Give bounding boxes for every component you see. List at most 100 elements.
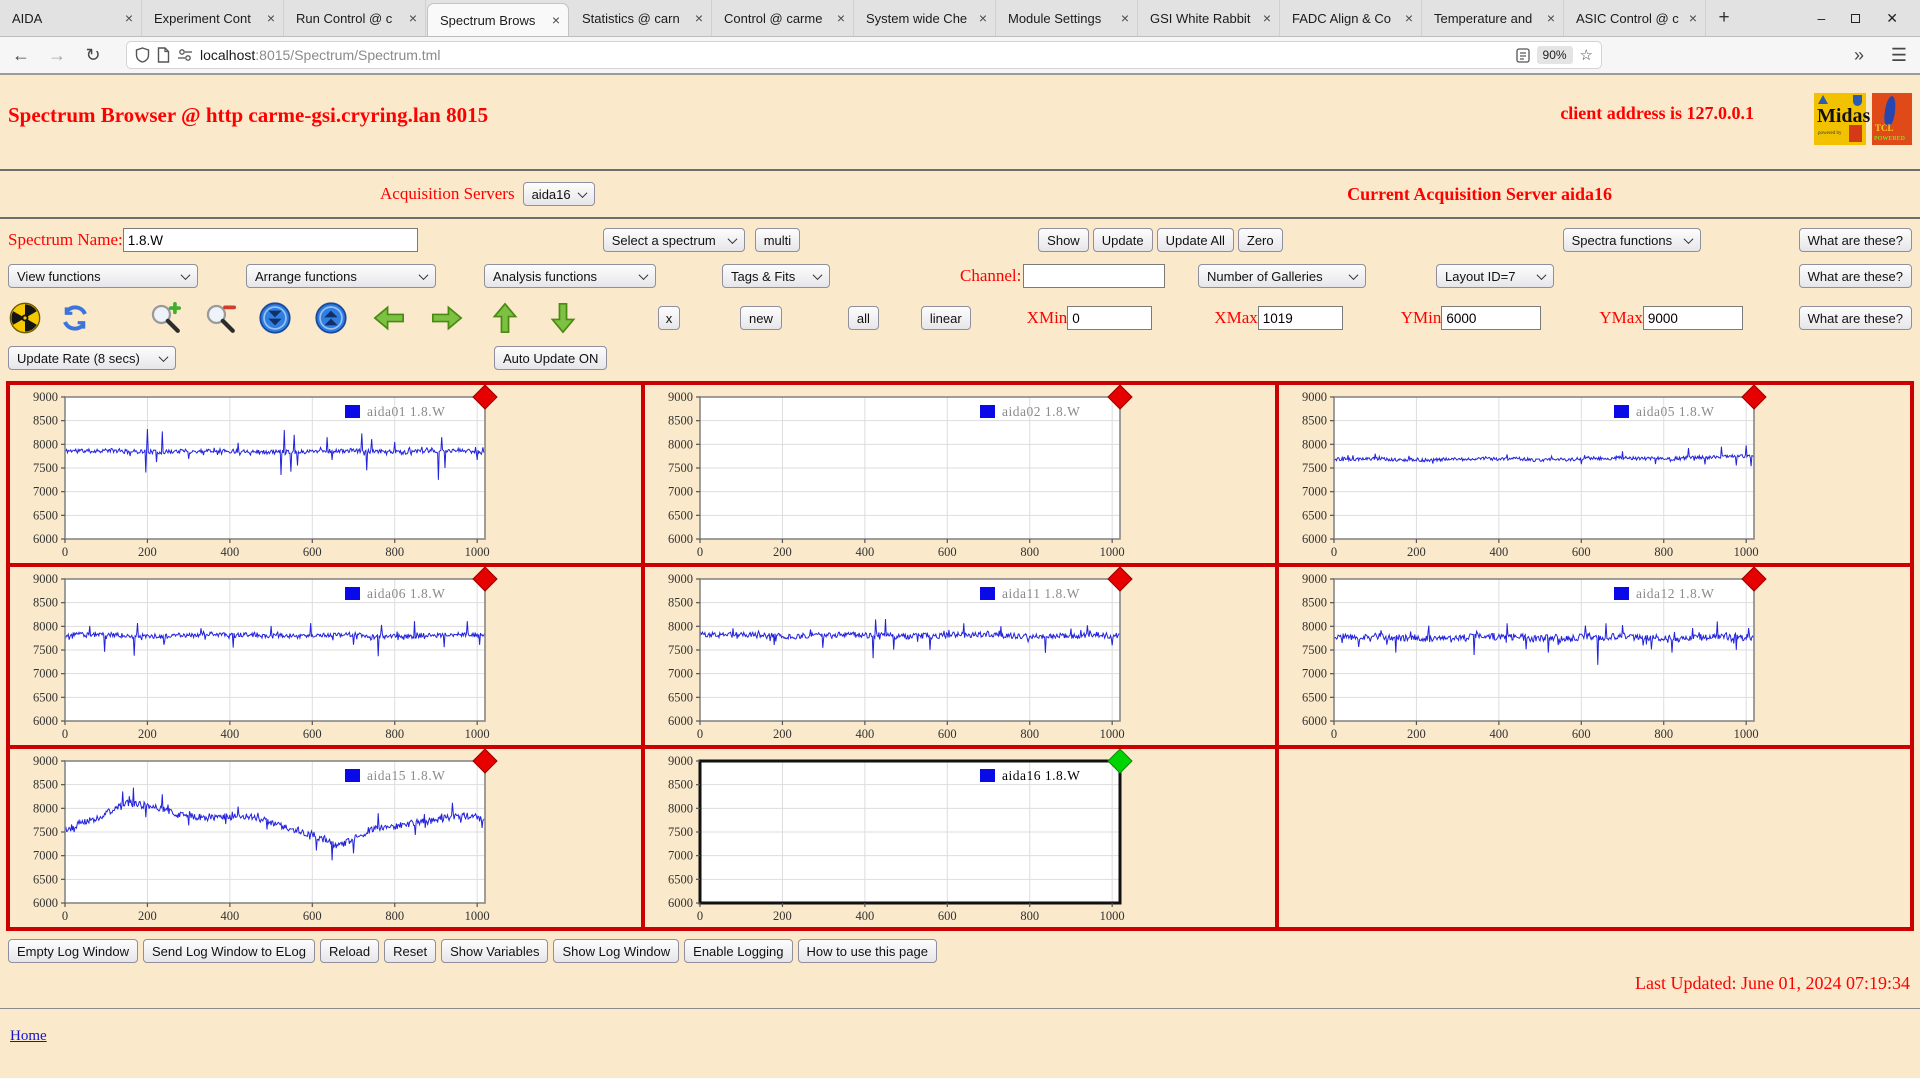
tab-temperature-and[interactable]: Temperature and × (1422, 0, 1564, 36)
gallery-cell-aida11[interactable]: 0 200 400 600 800 1000 6000 6500 7000 7500 8000 850… (642, 565, 1278, 747)
tab-asic-control-c[interactable]: ASIC Control @ c × (1564, 0, 1706, 36)
footer-empty-log-window-button[interactable]: Empty Log Window (8, 939, 138, 963)
tab-close-icon[interactable]: × (694, 10, 703, 26)
tab-control-carme[interactable]: Control @ carme × (712, 0, 854, 36)
tab-close-icon[interactable]: × (1688, 10, 1697, 26)
gallery-cell-aida05[interactable]: 0 200 400 600 800 1000 6000 6500 7000 7500 8000 850… (1277, 383, 1912, 565)
footer-enable-logging-button[interactable]: Enable Logging (684, 939, 793, 963)
arrow-left-icon[interactable] (372, 301, 406, 335)
update-all-button[interactable]: Update All (1156, 228, 1234, 252)
bookmark-star-icon[interactable]: ☆ (1579, 47, 1593, 64)
tab-close-icon[interactable]: × (1404, 10, 1413, 26)
zoom-level-badge[interactable]: 90% (1536, 46, 1573, 64)
tab-close-icon[interactable]: × (1120, 10, 1129, 26)
url-bar[interactable]: localhost:8015/Spectrum/Spectrum.tml 90%… (126, 41, 1602, 69)
update-button[interactable]: Update (1092, 228, 1153, 252)
x-axis-button[interactable]: x (658, 306, 680, 330)
acquisition-server-select[interactable]: aida16 (522, 182, 595, 206)
toolbar-overflow-icon[interactable]: » (1853, 44, 1864, 65)
tab-close-icon[interactable]: × (1546, 10, 1555, 26)
new-button[interactable]: new (740, 306, 782, 330)
gallery-cell-aida15[interactable]: 0 200 400 600 800 1000 6000 6500 7000 7500 8000 850… (8, 747, 643, 929)
gallery-cell-aida12[interactable]: 0 200 400 600 800 1000 6000 6500 7000 7500 8000 850… (1277, 565, 1912, 747)
spectrum-name-input[interactable] (122, 228, 418, 252)
tab-run-control-c[interactable]: Run Control @ c × (284, 0, 426, 36)
gallery-cell-aida02[interactable]: 0 200 400 600 800 1000 6000 6500 7000 7500 8000 850… (642, 383, 1278, 565)
ymin-input[interactable] (1441, 306, 1542, 330)
arrow-right-icon[interactable] (430, 301, 464, 335)
auto-update-button[interactable]: Auto Update ON (494, 346, 608, 370)
zoom-in-icon[interactable] (148, 301, 182, 335)
permissions-icon[interactable] (177, 48, 193, 62)
tab-module-settings[interactable]: Module Settings × (996, 0, 1138, 36)
ymax-input[interactable] (1642, 306, 1743, 330)
footer-reset-button[interactable]: Reset (384, 939, 437, 963)
what-are-these-button[interactable]: What are these? (1798, 228, 1912, 252)
new-tab-button[interactable]: + (1718, 7, 1730, 28)
tab-close-icon[interactable]: × (551, 12, 560, 28)
url-text[interactable]: localhost:8015/Spectrum/Spectrum.tml (200, 47, 1509, 63)
footer-reload-button[interactable]: Reload (319, 939, 380, 963)
show-button[interactable]: Show (1038, 228, 1089, 252)
footer-send-log-window-to-elog-button[interactable]: Send Log Window to ELog (143, 939, 315, 963)
arrow-up-icon[interactable] (488, 301, 522, 335)
tab-statistics-carn[interactable]: Statistics @ carn × (570, 0, 712, 36)
tab-close-icon[interactable]: × (978, 10, 987, 26)
window-minimize-button[interactable]: – (1817, 10, 1826, 26)
layout-id-dropdown[interactable]: Layout ID=7 (1436, 264, 1554, 288)
gallery-cell-empty[interactable] (1277, 747, 1912, 929)
how-to-use-button[interactable]: How to use this page (797, 939, 937, 963)
zero-button[interactable]: Zero (1237, 228, 1283, 252)
tab-system-wide-che[interactable]: System wide Che × (854, 0, 996, 36)
tab-gsi-white-rabbit[interactable]: GSI White Rabbit × (1138, 0, 1280, 36)
gallery-cell-aida01[interactable]: 0 200 400 600 800 1000 6000 6500 7000 7500 8000 850… (8, 383, 643, 565)
scroll-up-icon[interactable] (314, 301, 348, 335)
zoom-out-icon[interactable] (203, 301, 237, 335)
multi-button[interactable]: multi (754, 228, 801, 252)
arrow-down-icon[interactable] (546, 301, 580, 335)
all-button[interactable]: all (847, 306, 879, 330)
tab-close-icon[interactable]: × (836, 10, 845, 26)
xmax-input[interactable] (1257, 306, 1343, 330)
svg-text:200: 200 (773, 909, 792, 923)
update-rate-dropdown[interactable]: Update Rate (8 secs) (8, 346, 176, 370)
refresh-icon[interactable] (58, 301, 92, 335)
what-are-these-button[interactable]: What are these? (1798, 264, 1912, 288)
tab-close-icon[interactable]: × (124, 10, 133, 26)
shield-icon[interactable] (135, 47, 150, 63)
tab-aida[interactable]: AIDA × (0, 0, 142, 36)
window-close-button[interactable]: ✕ (1886, 10, 1898, 26)
tab-fadc-align-co[interactable]: FADC Align & Co × (1280, 0, 1422, 36)
select-spectrum-dropdown[interactable]: Select a spectrum (602, 228, 745, 252)
forward-button[interactable]: → (48, 44, 66, 65)
tab-experiment-cont[interactable]: Experiment Cont × (142, 0, 284, 36)
tags-fits-dropdown[interactable]: Tags & Fits (722, 264, 830, 288)
footer-show-variables-button[interactable]: Show Variables (441, 939, 549, 963)
tab-close-icon[interactable]: × (1262, 10, 1271, 26)
number-of-galleries-dropdown[interactable]: Number of Galleries (1198, 264, 1366, 288)
tab-close-icon[interactable]: × (408, 10, 417, 26)
reader-mode-icon[interactable] (1515, 47, 1530, 63)
analysis-functions-dropdown[interactable]: Analysis functions (484, 264, 656, 288)
footer-show-log-window-button[interactable]: Show Log Window (553, 939, 680, 963)
view-functions-dropdown[interactable]: View functions (8, 264, 198, 288)
radiation-icon[interactable] (8, 301, 42, 335)
back-button[interactable]: ← (12, 44, 30, 65)
home-link[interactable]: Home (10, 1028, 47, 1044)
xmin-input[interactable] (1067, 306, 1153, 330)
spectra-functions-dropdown[interactable]: Spectra functions (1562, 228, 1701, 252)
gallery-cell-aida06[interactable]: 0 200 400 600 800 1000 6000 6500 7000 7500 8000 850… (8, 565, 643, 747)
tab-close-icon[interactable]: × (266, 10, 275, 26)
scroll-down-icon[interactable] (258, 301, 292, 335)
tab-spectrum-brows[interactable]: Spectrum Brows × (427, 3, 569, 36)
chevron-down-icon (158, 351, 169, 362)
channel-input[interactable] (1023, 264, 1166, 288)
reload-button[interactable]: ↻ (85, 44, 101, 65)
svg-text:1000: 1000 (1099, 545, 1124, 559)
gallery-cell-aida16[interactable]: 0 200 400 600 800 1000 6000 6500 7000 7500 8000 850… (642, 747, 1278, 929)
arrange-functions-dropdown[interactable]: Arrange functions (246, 264, 436, 288)
what-are-these-button[interactable]: What are these? (1798, 306, 1912, 330)
window-maximize-button[interactable] (1851, 13, 1861, 23)
hamburger-menu-icon[interactable]: ☰ (1890, 44, 1908, 65)
linear-button[interactable]: linear (920, 306, 971, 330)
